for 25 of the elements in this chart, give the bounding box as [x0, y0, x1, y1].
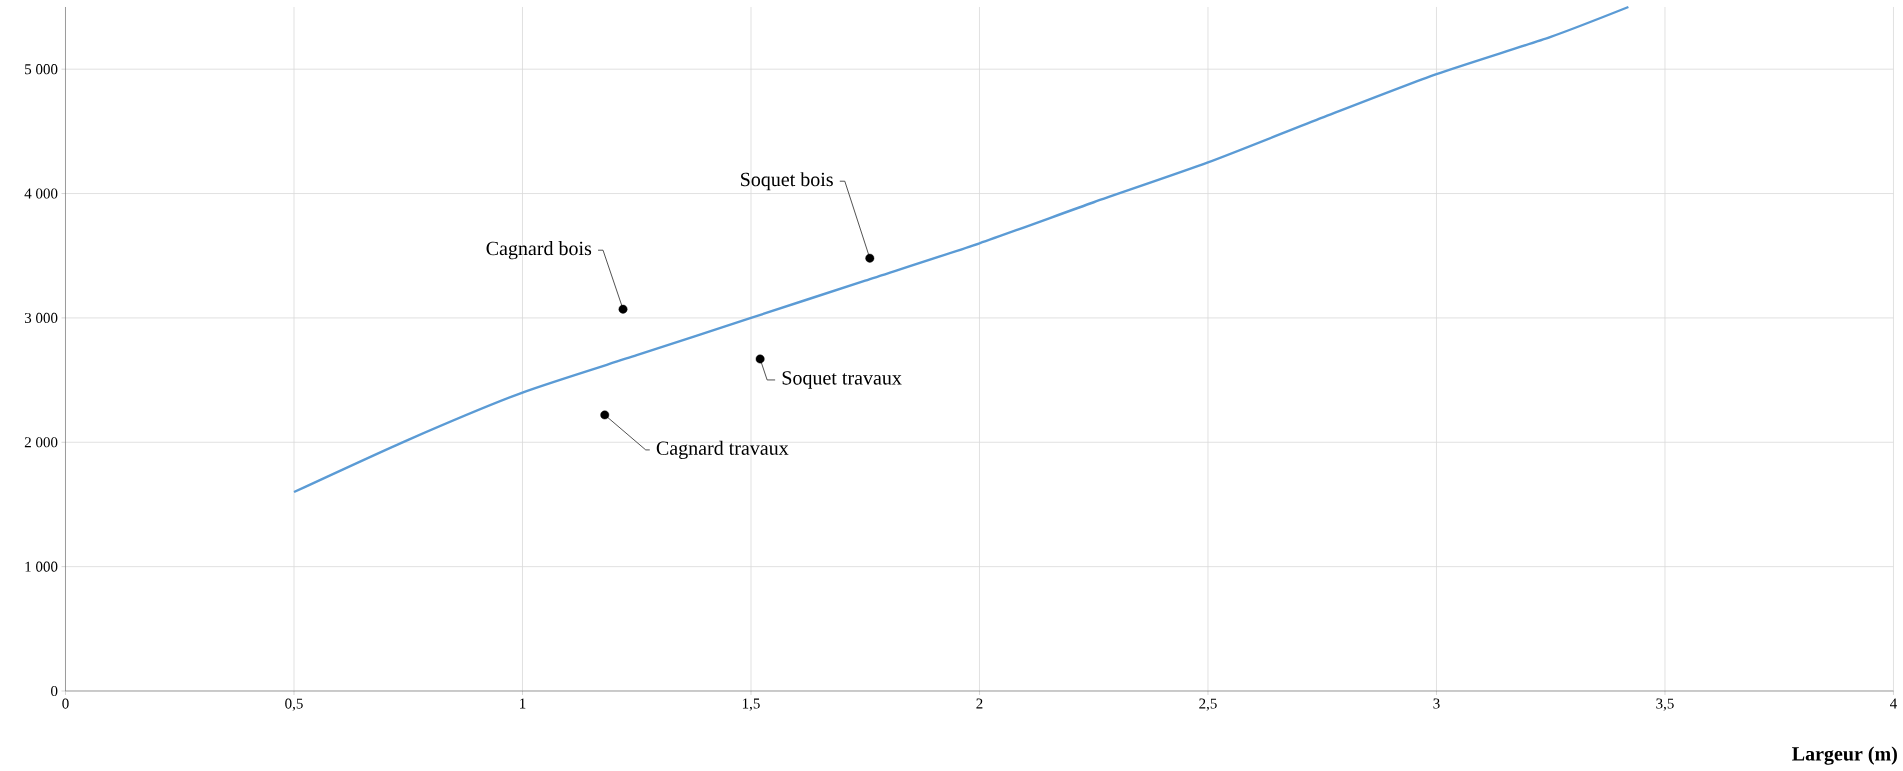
x-tick-label: 3,5	[1656, 698, 1674, 711]
annotation: Soquet travaux	[782, 371, 902, 389]
y-tick-label: 0	[51, 685, 58, 697]
annotation: Cagnard bois	[486, 241, 592, 260]
x-tick-label: 2	[976, 698, 983, 709]
y-tick-label: 5 000	[25, 64, 58, 75]
point	[865, 253, 875, 263]
x-tick-label: 4	[1890, 698, 1897, 709]
x-tick-label: 0,5	[285, 698, 303, 711]
x-tick-label: 1,5	[742, 698, 760, 711]
y-tick-label: 2 000	[24, 437, 58, 448]
x-tick-label: 0	[62, 698, 69, 709]
line-series	[292, 5, 1630, 494]
x-axis-title: Largeur (m)	[1792, 746, 1897, 765]
y-tick-label: 3 000	[24, 312, 58, 323]
annotation: Soquet bois	[741, 172, 833, 191]
x-tick-label: 3	[1433, 698, 1440, 709]
annotation: Cagnard travaux	[656, 440, 789, 459]
x-tick-label: 1	[520, 698, 526, 709]
y-tick-label: 4 000	[24, 188, 58, 199]
point	[600, 410, 610, 420]
x-tick-label: 2,5	[1199, 698, 1217, 711]
point	[755, 354, 765, 364]
y-tick-label: 1 000	[25, 561, 58, 572]
point	[618, 304, 628, 314]
